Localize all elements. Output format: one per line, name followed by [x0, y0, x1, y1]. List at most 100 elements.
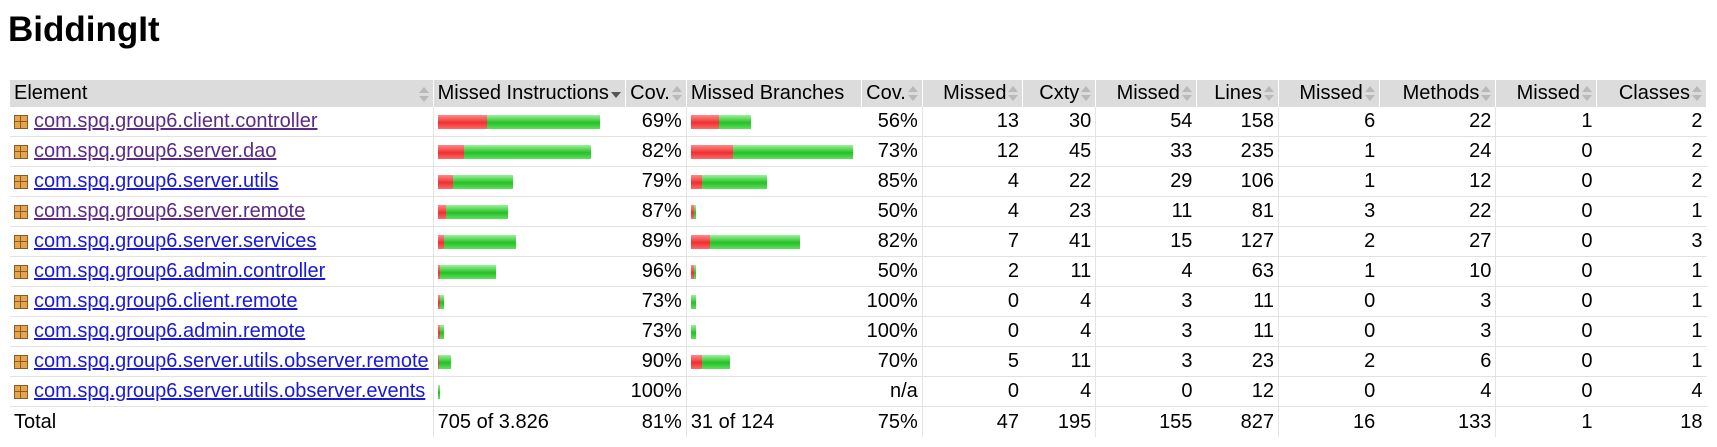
covered-segment	[732, 144, 853, 159]
package-link[interactable]: com.spq.group6.admin.remote	[34, 320, 306, 342]
header-lines[interactable]: Lines	[1196, 80, 1280, 107]
cxty-missed: 5	[921, 346, 1023, 377]
header-missed-branches[interactable]: Missed Branches	[685, 80, 862, 107]
methods-missed: 1	[1278, 136, 1380, 167]
package-link[interactable]: com.spq.group6.server.utils.observer.eve…	[34, 380, 426, 402]
package-link[interactable]: com.spq.group6.client.remote	[34, 290, 298, 312]
total-cxty-missed: 47	[921, 406, 1023, 437]
instructions-bar	[437, 204, 508, 219]
header-methods[interactable]: Methods	[1379, 80, 1497, 107]
cov-instructions: 87%	[625, 196, 687, 227]
package-icon	[14, 324, 28, 339]
package-link[interactable]: com.spq.group6.admin.controller	[34, 260, 326, 282]
missed-branches-cell	[685, 136, 862, 167]
header-lines-missed[interactable]: Missed	[1095, 80, 1197, 107]
lines-missed: 3	[1095, 346, 1197, 377]
package-link[interactable]: com.spq.group6.server.dao	[34, 140, 277, 162]
instructions-bar	[437, 174, 513, 189]
instructions-bar	[437, 354, 451, 369]
lines: 235	[1196, 136, 1279, 167]
methods-missed: 0	[1278, 316, 1380, 347]
header-classes-missed[interactable]: Missed	[1495, 80, 1597, 107]
header-methods-missed[interactable]: Missed	[1278, 80, 1380, 107]
package-icon	[14, 144, 28, 159]
table-row: com.spq.group6.server.utils.observer.rem…	[10, 346, 1707, 377]
package-icon	[14, 234, 28, 249]
methods: 6	[1379, 346, 1496, 377]
table-row: com.spq.group6.server.dao 82% 73% 12 45 33 235…	[10, 136, 1707, 167]
package-link[interactable]: com.spq.group6.server.services	[34, 230, 317, 252]
missed-instructions-cell	[432, 346, 626, 377]
package-link[interactable]: com.spq.group6.server.utils.observer.rem…	[34, 350, 429, 372]
header-cov-branches[interactable]: Cov.	[861, 80, 923, 107]
header-cxty[interactable]: Cxty	[1022, 80, 1097, 107]
covered-segment	[452, 174, 513, 189]
missed-branches-cell	[685, 346, 862, 377]
lines-missed: 0	[1095, 376, 1197, 407]
instructions-bar	[437, 324, 444, 339]
table-row: com.spq.group6.server.utils 79% 85% 4 22 29 10…	[10, 166, 1707, 197]
cxty: 11	[1022, 346, 1096, 377]
element-cell: com.spq.group6.admin.remote	[10, 316, 434, 347]
classes-missed: 0	[1495, 256, 1597, 287]
classes-missed: 0	[1495, 286, 1597, 317]
cxty: 4	[1022, 286, 1096, 317]
sort-icon	[1181, 85, 1192, 102]
classes: 3	[1596, 226, 1707, 257]
classes: 2	[1596, 107, 1707, 137]
methods: 24	[1379, 136, 1496, 167]
element-cell: com.spq.group6.server.utils.observer.rem…	[10, 346, 434, 377]
branches-bar	[690, 204, 696, 219]
sort-desc-icon	[610, 86, 621, 102]
missed-segment	[437, 114, 487, 129]
cxty-missed: 13	[921, 107, 1023, 137]
covered-segment	[439, 294, 444, 309]
header-classes[interactable]: Classes	[1596, 80, 1707, 107]
cxty-missed: 7	[921, 226, 1023, 257]
cxty: 11	[1022, 256, 1096, 287]
header-missed-instructions[interactable]: Missed Instructions	[432, 80, 626, 107]
cov-branches: 56%	[861, 107, 923, 137]
missed-segment	[690, 174, 702, 189]
header-cov-instructions[interactable]: Cov.	[625, 80, 687, 107]
page-title: BiddingIt	[8, 10, 160, 49]
lines-missed: 4	[1095, 256, 1197, 287]
total-cov-instructions: 81%	[625, 406, 687, 437]
missed-instructions-cell	[432, 286, 626, 317]
table-row: com.spq.group6.client.controller 69% 56% 13…	[10, 107, 1707, 137]
package-link[interactable]: com.spq.group6.client.controller	[34, 110, 318, 132]
lines-missed: 33	[1095, 136, 1197, 167]
total-methods-missed: 16	[1278, 406, 1380, 437]
missed-branches-cell	[685, 196, 862, 227]
package-link[interactable]: com.spq.group6.server.remote	[34, 200, 306, 222]
package-link[interactable]: com.spq.group6.server.utils	[34, 170, 279, 192]
branches-bar	[690, 264, 696, 279]
classes: 1	[1596, 256, 1707, 287]
branches-bar	[690, 324, 696, 339]
missed-segment	[437, 144, 464, 159]
header-row: Element Missed Instructions Cov. Missed …	[10, 80, 1707, 107]
lines: 23	[1196, 346, 1279, 377]
total-lines-missed: 155	[1095, 406, 1197, 437]
cxty: 22	[1022, 166, 1096, 197]
instructions-bar	[437, 234, 516, 249]
header-cxty-missed[interactable]: Missed	[921, 80, 1024, 107]
classes-missed: 0	[1495, 196, 1597, 227]
missed-segment	[690, 144, 733, 159]
cxty: 30	[1022, 107, 1096, 137]
missed-segment	[690, 354, 702, 369]
classes-missed: 0	[1495, 376, 1597, 407]
methods: 3	[1379, 286, 1496, 317]
lines-missed: 3	[1095, 316, 1197, 347]
methods-missed: 0	[1278, 376, 1380, 407]
element-cell: com.spq.group6.client.controller	[10, 107, 434, 137]
cov-branches: 50%	[861, 256, 923, 287]
methods-missed: 2	[1278, 226, 1380, 257]
lines: 127	[1196, 226, 1279, 257]
classes: 1	[1596, 196, 1707, 227]
header-element[interactable]: Element	[10, 80, 434, 107]
cov-instructions: 69%	[625, 107, 687, 137]
package-icon	[14, 354, 28, 369]
missed-segment	[437, 204, 446, 219]
classes-missed: 0	[1495, 166, 1597, 197]
